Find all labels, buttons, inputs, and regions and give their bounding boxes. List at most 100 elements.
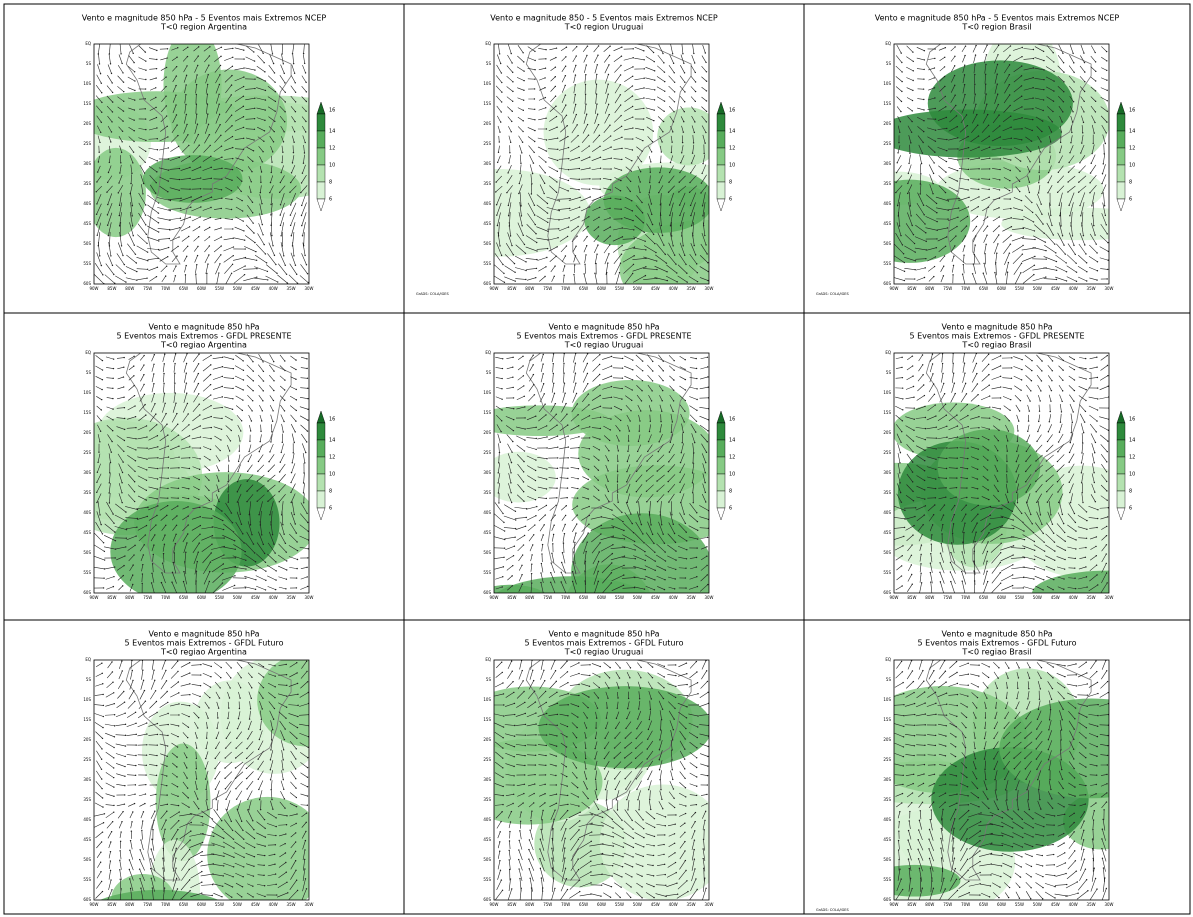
arrow-head [126, 537, 127, 538]
arrow-head [275, 101, 276, 102]
arrow-head [546, 479, 547, 480]
arrow-head [523, 461, 524, 462]
arrow-head [1060, 142, 1061, 143]
arrow-head [685, 400, 686, 401]
arrow-head [632, 116, 633, 117]
arrow-head [598, 460, 599, 461]
arrow-head [554, 393, 555, 394]
arrow-head [1086, 262, 1087, 263]
arrow-head [668, 471, 669, 472]
arrow-head [620, 74, 621, 75]
colorbar-label: 10 [1129, 163, 1135, 169]
arrow-head [895, 182, 896, 183]
arrow-head [112, 408, 113, 409]
arrow-head [925, 267, 926, 268]
arrow-head [1106, 51, 1107, 52]
arrow-head [168, 247, 169, 248]
arrow-head [500, 442, 501, 443]
arrow-head [609, 244, 610, 245]
arrow-head [124, 264, 125, 265]
arrow-head [610, 198, 611, 199]
arrow-head [103, 578, 104, 579]
arrow-head [675, 550, 676, 551]
arrow-head [1019, 171, 1020, 172]
arrow-head [1047, 192, 1048, 193]
arrow-head [525, 279, 526, 280]
arrow-head [661, 225, 662, 226]
arrow-head [512, 81, 513, 82]
arrow-head [671, 432, 672, 433]
arrow-head [965, 104, 966, 105]
arrow-head [895, 192, 896, 193]
arrow-head [189, 226, 190, 227]
lon-label: 45W [251, 595, 260, 600]
arrow-head [923, 78, 924, 79]
arrow-head [301, 215, 302, 216]
arrow-head [146, 490, 147, 491]
arrow-head [252, 161, 253, 162]
arrow-head [579, 179, 580, 180]
arrow-head [153, 364, 154, 365]
arrow-head [685, 577, 686, 578]
arrow-head [200, 516, 201, 517]
arrow-head [1073, 62, 1074, 63]
arrow-head [651, 151, 652, 152]
arrow-head [954, 75, 955, 76]
arrow-head [307, 576, 308, 577]
arrow-head [669, 204, 670, 205]
colorbar-segment [1117, 114, 1125, 131]
arrow-head [671, 152, 672, 153]
arrow-head [284, 370, 285, 371]
arrow-head [499, 53, 500, 54]
colorbar-segment [317, 457, 325, 474]
arrow-head [112, 419, 113, 420]
arrow-head [120, 162, 121, 163]
arrow-head [897, 152, 898, 153]
arrow-head [977, 216, 978, 217]
arrow-head [1104, 205, 1105, 206]
arrow-head [294, 121, 295, 122]
arrow-head [157, 498, 158, 499]
arrow-head [546, 498, 547, 499]
arrow-head [589, 156, 590, 157]
arrow-head [250, 430, 251, 431]
arrow-head [519, 173, 520, 174]
arrow-head [251, 171, 252, 172]
panel-title: Vento e magnitude 850 hPa [149, 323, 260, 332]
arrow-head [559, 200, 560, 201]
arrow-head [293, 152, 294, 153]
arrow-head [280, 204, 281, 205]
arrow-head [284, 389, 285, 390]
arrow-head [632, 210, 633, 211]
arrow-head [1067, 191, 1068, 192]
lat-label: 40S [83, 201, 91, 206]
arrow-head [219, 114, 220, 115]
arrow-head [294, 131, 295, 132]
arrow-head [1000, 136, 1001, 137]
arrow-head [511, 245, 512, 246]
arrow-head [262, 234, 263, 235]
arrow-head [1058, 162, 1059, 163]
arrow-head [611, 562, 612, 563]
arrow-head [555, 256, 556, 257]
colorbar-label: 10 [329, 163, 335, 169]
arrow-head [645, 249, 646, 250]
lon-label: 30W [704, 286, 713, 291]
arrow-head [546, 150, 547, 151]
arrow-head [260, 192, 261, 193]
arrow-head [575, 372, 576, 373]
arrow-head [200, 166, 201, 167]
arrow-head [611, 509, 612, 510]
arrow-head [254, 242, 255, 243]
arrow-head [1049, 152, 1050, 153]
arrow-head [589, 178, 590, 179]
arrow-head [534, 88, 535, 89]
arrow-head [268, 461, 269, 462]
arrow-head [1009, 55, 1010, 56]
lon-label: 85W [107, 286, 116, 291]
lat-label: 20S [483, 121, 491, 126]
arrow-head [658, 182, 659, 183]
arrow-head [663, 534, 664, 535]
colorbar-segment [317, 165, 325, 182]
arrow-head [572, 581, 573, 582]
